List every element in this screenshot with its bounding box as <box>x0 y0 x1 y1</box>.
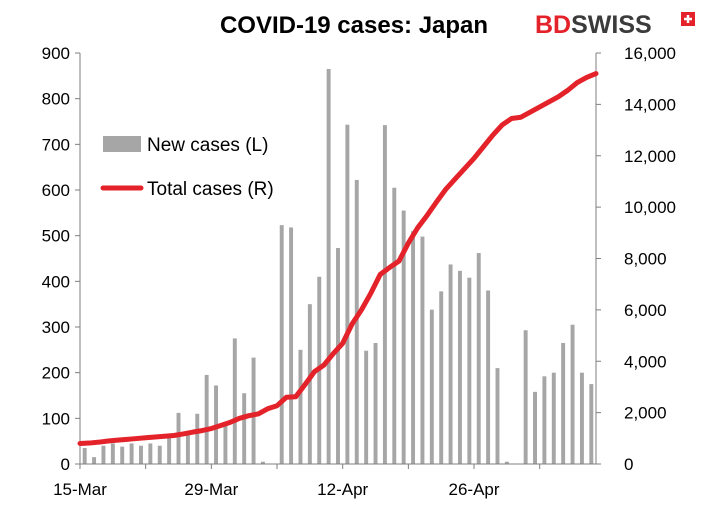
bar-new-cases <box>157 445 162 464</box>
bar-new-cases <box>279 225 284 464</box>
bar-new-cases <box>579 372 584 464</box>
line-total-cases <box>77 71 599 446</box>
bar-new-cases <box>139 445 143 464</box>
bar-new-cases <box>401 210 406 464</box>
right-tick-label: 6,000 <box>624 301 667 320</box>
legend-label-total-cases: Total cases (R) <box>147 179 274 200</box>
bar-new-cases <box>429 309 434 464</box>
right-tick-label: 14,000 <box>624 95 676 114</box>
left-tick-label: 400 <box>42 272 70 291</box>
bar-new-cases <box>195 413 200 464</box>
bar-new-cases <box>120 446 125 464</box>
bar-new-cases <box>523 330 528 464</box>
left-tick-label: 900 <box>42 44 70 63</box>
bar-new-cases <box>326 68 331 464</box>
right-tick-label: 12,000 <box>624 147 676 166</box>
bar-new-cases <box>336 248 340 464</box>
right-axis-ticks: 0 2,000 4,000 6,000 8,000 10,000 12,000 14,000 1… <box>596 44 676 474</box>
bar-new-cases <box>129 443 134 464</box>
right-tick-label: 0 <box>624 455 633 474</box>
bar-new-cases <box>411 231 416 464</box>
right-tick-label: 2,000 <box>624 404 667 423</box>
brand-logo-left: BD <box>535 11 571 39</box>
bar-new-cases <box>204 374 209 464</box>
bar-new-cases <box>373 342 378 464</box>
new-cases-bars <box>82 68 594 465</box>
total-cases-line <box>77 71 599 446</box>
bar-new-cases <box>504 461 509 464</box>
left-tick-label: 100 <box>42 409 70 428</box>
brand-plus-icon <box>681 12 695 26</box>
legend: New cases (L) Total cases (R) <box>100 135 274 200</box>
bar-new-cases <box>176 412 181 464</box>
bar-new-cases <box>542 376 547 464</box>
left-tick-label: 500 <box>42 227 70 246</box>
bar-new-cases <box>561 342 566 464</box>
x-axis-ticks: 15-Mar 29-Mar 12-Apr 26-Apr <box>53 464 541 499</box>
bar-new-cases <box>101 445 106 464</box>
bar-new-cases <box>551 372 556 464</box>
bar-new-cases <box>382 125 387 465</box>
bar-new-cases <box>570 324 575 464</box>
bar-new-cases <box>476 253 481 464</box>
bar-new-cases <box>92 457 97 464</box>
legend-swatch-new-cases <box>103 136 141 152</box>
left-tick-label: 0 <box>61 455 70 474</box>
bar-new-cases <box>110 443 115 464</box>
left-tick-label: 600 <box>42 181 70 200</box>
bar-new-cases <box>467 277 472 464</box>
x-tick-label: 29-Mar <box>184 480 238 499</box>
brand-plus-glyph <box>684 15 692 23</box>
bar-new-cases <box>260 461 265 464</box>
bar-new-cases <box>345 124 350 464</box>
bar-new-cases <box>298 349 303 464</box>
right-tick-label: 8,000 <box>624 250 667 269</box>
right-tick-label: 10,000 <box>624 198 676 217</box>
bar-new-cases <box>82 448 87 464</box>
x-tick-label: 12-Apr <box>317 480 368 499</box>
bar-new-cases <box>420 236 425 464</box>
brand-logo: BDSWISS <box>535 11 695 39</box>
brand-logo-right: SWISS <box>571 11 652 39</box>
bar-new-cases <box>251 357 256 464</box>
right-tick-label: 4,000 <box>624 352 667 371</box>
bar-new-cases <box>533 391 537 464</box>
bar-new-cases <box>364 350 369 464</box>
left-tick-label: 200 <box>42 364 70 383</box>
left-axis-ticks: 0 100 200 300 400 500 600 700 800 900 <box>42 44 80 474</box>
bar-new-cases <box>223 423 228 464</box>
svg-text:BDSWISS: BDSWISS <box>535 11 652 39</box>
x-tick-label: 15-Mar <box>53 480 107 499</box>
bar-new-cases <box>354 179 359 464</box>
bar-new-cases <box>448 264 453 464</box>
right-tick-label: 16,000 <box>624 44 676 63</box>
left-tick-label: 700 <box>42 135 70 154</box>
left-tick-label: 800 <box>42 90 70 109</box>
bar-new-cases <box>392 187 397 464</box>
bar-new-cases <box>589 384 594 464</box>
bar-new-cases <box>486 290 491 464</box>
chart-title: COVID-19 cases: Japan <box>220 12 488 39</box>
bar-new-cases <box>232 338 237 464</box>
bar-new-cases <box>289 227 294 464</box>
x-tick-label: 26-Apr <box>449 480 500 499</box>
bar-new-cases <box>167 434 172 464</box>
bar-new-cases <box>242 393 247 464</box>
bar-new-cases <box>495 368 500 464</box>
bar-new-cases <box>457 270 462 464</box>
legend-label-new-cases: New cases (L) <box>147 135 268 156</box>
bar-new-cases <box>307 304 312 464</box>
bar-new-cases <box>439 291 444 464</box>
left-tick-label: 300 <box>42 318 70 337</box>
bar-new-cases <box>185 434 190 464</box>
bar-new-cases <box>148 443 153 464</box>
